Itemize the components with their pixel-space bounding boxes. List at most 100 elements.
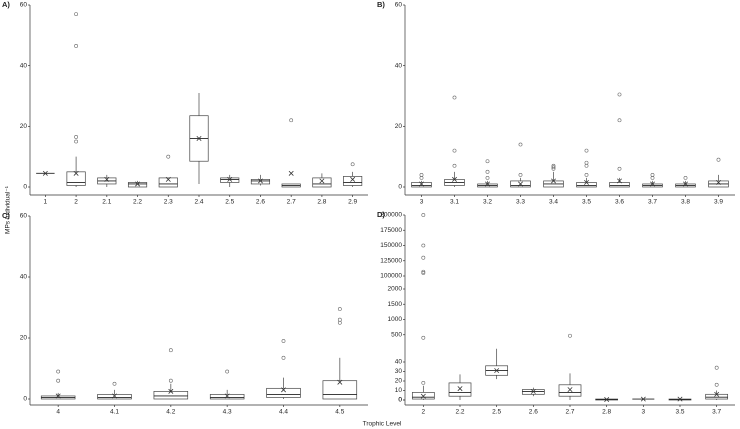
y-tick-label: 1500 <box>388 301 403 308</box>
outlier <box>289 118 294 123</box>
y-tick-label: 40 <box>20 274 28 281</box>
y-tick-label: 0 <box>398 184 402 191</box>
outlier <box>485 175 490 180</box>
mean-marker <box>457 386 463 392</box>
box <box>343 176 363 186</box>
outlier <box>683 175 688 180</box>
outlier <box>485 159 490 164</box>
outlier <box>452 148 457 153</box>
mean-marker <box>224 393 230 399</box>
outlier <box>225 369 230 374</box>
outlier <box>350 162 355 167</box>
outlier <box>714 382 719 387</box>
outlier <box>617 92 622 97</box>
x-tick-label: 4.5 <box>335 409 344 416</box>
x-tick-label: 2.7 <box>565 409 574 416</box>
x-tick-label: 2.2 <box>455 409 464 416</box>
outlier <box>551 165 556 170</box>
outlier <box>421 243 426 248</box>
mean-marker <box>485 181 490 187</box>
y-tick-label: 125000 <box>380 257 402 264</box>
y-tick-label: 60 <box>20 2 28 9</box>
mean-marker <box>567 387 573 393</box>
mean-marker <box>168 388 174 394</box>
outlier <box>337 317 342 322</box>
x-tick-label: 3.8 <box>681 199 690 206</box>
panel-label: D) <box>377 210 385 219</box>
x-tick-label: 3.5 <box>675 409 684 416</box>
box <box>158 177 178 188</box>
outlier <box>584 163 589 168</box>
outlier <box>421 380 426 385</box>
y-tick-label: 0 <box>398 397 402 404</box>
mean-marker <box>42 170 48 176</box>
x-tick-label: 4.3 <box>223 409 232 416</box>
y-tick-label: 0 <box>398 397 402 404</box>
mean-marker <box>319 178 325 184</box>
x-tick-label: 2.8 <box>317 199 326 206</box>
outlier <box>714 365 719 370</box>
box <box>209 394 245 400</box>
x-tick-label: 2 <box>74 199 78 206</box>
outlier <box>452 163 457 168</box>
mean-marker <box>165 176 171 182</box>
outlier <box>650 175 655 180</box>
box <box>127 182 148 188</box>
mean-marker <box>227 176 233 182</box>
mean-marker <box>530 388 536 394</box>
box <box>558 384 582 397</box>
y-tick-label: 40 <box>395 62 403 69</box>
outlier <box>617 166 622 171</box>
y-axis-label: MPs Individual⁻¹ <box>5 185 12 234</box>
x-tick-label: 3.1 <box>450 199 459 206</box>
mean-marker <box>551 178 556 184</box>
outlier <box>584 148 589 153</box>
x-tick-label: 2.4 <box>194 199 203 206</box>
x-tick-label: 3.3 <box>516 199 525 206</box>
box <box>576 182 597 188</box>
x-tick-label: 3.5 <box>582 199 591 206</box>
x-tick-label: 1 <box>44 199 48 206</box>
outlier <box>281 339 286 343</box>
y-tick-label: 40 <box>20 62 28 69</box>
box <box>322 380 358 400</box>
box <box>153 391 189 400</box>
mean-marker <box>281 387 286 393</box>
mean-marker <box>640 396 646 402</box>
y-tick-label: 500 <box>391 331 402 338</box>
panel-label: A) <box>2 0 10 9</box>
outlier <box>419 175 424 180</box>
outlier <box>421 269 426 274</box>
outlier <box>168 348 173 353</box>
x-tick-label: 4 <box>56 409 60 416</box>
x-tick-label: 3 <box>420 199 424 206</box>
x-tick-label: 3.7 <box>712 409 721 416</box>
x-tick-label: 2.6 <box>256 199 265 206</box>
box <box>266 387 301 398</box>
x-tick-label: 3.2 <box>483 199 492 206</box>
mean-marker <box>419 181 424 187</box>
y-tick-label: 20 <box>20 123 28 130</box>
outlier <box>421 271 426 275</box>
x-tick-label: 2.9 <box>348 199 357 206</box>
mean-marker <box>337 379 343 385</box>
mean-marker <box>196 135 202 141</box>
outlier <box>617 118 622 123</box>
mean-marker <box>677 396 683 402</box>
x-axis-label: Trophic Level <box>363 421 402 428</box>
y-tick-label: 20 <box>395 123 403 130</box>
mean-marker <box>714 391 720 397</box>
mean-marker <box>420 393 426 399</box>
mean-marker <box>716 179 721 185</box>
mean-marker <box>257 178 263 184</box>
x-tick-label: 2.5 <box>225 199 234 206</box>
panel-label: C) <box>2 211 10 220</box>
x-tick-label: 2 <box>422 409 426 416</box>
y-tick-label: 10 <box>395 387 403 394</box>
mean-marker <box>650 181 655 187</box>
x-tick-label: 3.6 <box>615 199 624 206</box>
y-tick-label: 20 <box>395 378 403 385</box>
x-tick-label: 4.4 <box>279 409 288 416</box>
x-tick-label: 3.4 <box>549 199 558 206</box>
